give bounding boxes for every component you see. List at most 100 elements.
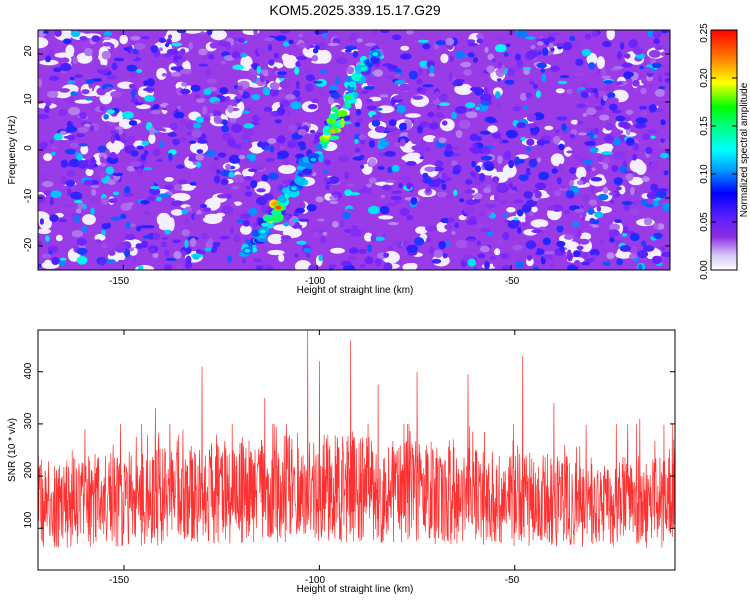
heatmap-cell: [618, 121, 630, 128]
heatmap-cell: [537, 41, 544, 46]
heatmap-cell: [526, 146, 532, 152]
heatmap-cell: [279, 80, 290, 89]
heatmap-cell: [330, 92, 341, 99]
heatmap-cell: [516, 122, 527, 129]
heatmap-cell: [591, 167, 596, 172]
heatmap-cell: [267, 138, 277, 144]
heatmap-cell: [99, 105, 106, 112]
heatmap-cell: [354, 147, 361, 153]
heatmap-cell: [209, 164, 218, 172]
heatmap-cell: [50, 190, 62, 198]
heatmap-cell: [357, 189, 369, 194]
heatmap-gap: [178, 183, 197, 191]
heatmap-cell: [577, 120, 584, 125]
heatmap-cell: [459, 198, 465, 203]
heatmap-cell: [123, 47, 130, 51]
heatmap-cell: [253, 30, 258, 36]
heatmap-cell: [173, 251, 182, 260]
heatmap-cell: [129, 223, 136, 227]
heatmap-cell: [216, 94, 223, 98]
heatmap-gap: [39, 59, 59, 66]
heatmap-cell: [180, 68, 192, 75]
heatmap-cell: [523, 105, 529, 110]
heatmap-cell: [471, 160, 476, 168]
heatmap-cell: [604, 122, 614, 131]
heatmap-cell: [120, 213, 127, 219]
heatmap-cell: [398, 122, 409, 131]
heatmap-cell: [569, 133, 576, 139]
heatmap-cell: [650, 135, 656, 139]
heatmap-cell: [236, 93, 242, 100]
heatmap-cell: [648, 49, 661, 58]
heatmap-cell: [414, 237, 425, 246]
heatmap-cell: [419, 121, 430, 128]
heatmap-cell: [254, 163, 265, 171]
heatmap-cell: [609, 237, 615, 243]
heatmap-cell: [645, 70, 655, 74]
heatmap-cell: [85, 78, 94, 85]
heatmap-cell: [180, 88, 191, 95]
heatmap-gap: [506, 207, 516, 213]
heatmap-cell: [164, 42, 170, 48]
heatmap-cell: [479, 130, 491, 135]
heatmap-cell: [127, 202, 134, 206]
heatmap-cell: [110, 90, 122, 98]
heatmap-cell: [523, 191, 533, 199]
heatmap-cell: [350, 192, 360, 196]
heatmap-cell: [237, 218, 244, 224]
heatmap-cell: [305, 83, 314, 92]
heatmap-cell: [492, 132, 502, 139]
spectrogram-y-tick-label: 0: [23, 145, 34, 151]
heatmap-cell: [513, 217, 519, 221]
heatmap-cell: [152, 232, 161, 241]
heatmap-cell: [237, 85, 243, 90]
heatmap-cell: [536, 157, 541, 163]
heatmap-cell: [155, 127, 166, 131]
heatmap-cell: [278, 184, 283, 191]
heatmap-cell: [407, 132, 414, 138]
heatmap-cell: [62, 38, 72, 44]
heatmap-cell: [262, 86, 271, 96]
heatmap-cell: [630, 246, 637, 255]
heatmap-cell: [428, 122, 439, 130]
heatmap-cell: [68, 106, 80, 116]
heatmap-cell: [390, 96, 396, 106]
heatmap-cell: [608, 97, 619, 104]
heatmap-cell: [213, 175, 221, 184]
heatmap-cell: [127, 45, 133, 54]
heatmap-cell: [227, 255, 232, 263]
heatmap-cell: [481, 146, 491, 154]
heatmap-cell: [484, 261, 490, 270]
heatmap-cell: [520, 136, 527, 141]
heatmap-cell: [220, 178, 229, 186]
heatmap-cell: [494, 178, 499, 184]
heatmap-cell: [398, 182, 403, 189]
heatmap-cell: [383, 262, 393, 270]
heatmap-cell: [150, 186, 160, 190]
heatmap-cell: [207, 30, 213, 36]
heatmap-cell: [549, 262, 555, 268]
heatmap-cell: [581, 225, 593, 229]
heatmap-cell: [138, 216, 151, 223]
heatmap-cell: [227, 104, 234, 113]
heatmap-cell: [444, 224, 452, 230]
heatmap-gap: [494, 248, 501, 256]
heatmap-cell: [106, 156, 119, 164]
heatmap-cell: [628, 39, 638, 49]
heatmap-cell: [112, 172, 124, 177]
heatmap-cell: [643, 245, 655, 252]
heatmap-cell: [637, 250, 649, 259]
heatmap-cell: [285, 94, 296, 100]
heatmap-cell: [184, 217, 189, 226]
heatmap-cell: [465, 102, 476, 109]
heatmap-cell: [233, 84, 238, 89]
heatmap-cell: [76, 237, 87, 246]
heatmap-cell: [664, 71, 670, 77]
heatmap-cell: [130, 161, 142, 167]
heatmap-cell: [576, 229, 582, 238]
heatmap-cell: [169, 122, 178, 131]
heatmap-cell: [69, 142, 79, 148]
snr-series-line: [38, 330, 675, 548]
heatmap-cell: [240, 91, 250, 99]
heatmap-cell: [500, 253, 509, 259]
